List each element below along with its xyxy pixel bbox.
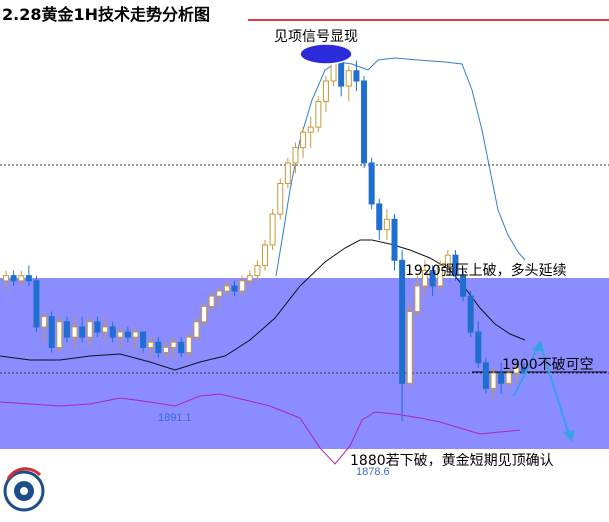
candle-body bbox=[361, 80, 368, 164]
candle-body bbox=[132, 331, 139, 338]
forecast-arrow-down-head bbox=[563, 430, 575, 442]
top-signal-label: 见项信号显现 bbox=[274, 29, 358, 45]
lower-zone-label: 1880若下破，黄金短期见顶确认 bbox=[350, 453, 554, 469]
forecast-arrow-up bbox=[513, 342, 541, 397]
candle-body bbox=[452, 254, 459, 277]
candle-body bbox=[18, 275, 25, 282]
candle-body bbox=[482, 362, 489, 389]
candle-body bbox=[307, 126, 314, 133]
candle-body bbox=[406, 311, 413, 384]
candle-body bbox=[10, 275, 17, 282]
brand-logo bbox=[0, 465, 160, 518]
upper-zone-label: 1920强压上破，多头延续 bbox=[405, 263, 567, 279]
candle-body bbox=[475, 331, 482, 364]
candle-body bbox=[345, 70, 352, 87]
candle-body bbox=[140, 331, 147, 348]
candle-body bbox=[79, 326, 86, 338]
candle-body bbox=[399, 259, 406, 384]
range-band bbox=[0, 278, 609, 449]
candle-body bbox=[315, 100, 322, 128]
candle-body bbox=[216, 290, 223, 297]
candle-body bbox=[48, 316, 55, 348]
candle-body bbox=[368, 162, 375, 205]
low-price-label-1878: 1878.6 bbox=[356, 466, 390, 478]
candle-body bbox=[239, 280, 246, 292]
logo-emblem-icon bbox=[3, 467, 45, 512]
candle-body bbox=[223, 285, 230, 292]
candle-body bbox=[41, 316, 48, 328]
candle-body bbox=[421, 270, 428, 287]
candle-body bbox=[86, 321, 93, 338]
bollinger-upper bbox=[275, 57, 526, 277]
candle-body bbox=[117, 331, 124, 338]
candle-body bbox=[498, 372, 505, 384]
candle-body bbox=[437, 264, 444, 287]
candle-body bbox=[63, 321, 70, 338]
candle-body bbox=[322, 80, 329, 102]
candle-body bbox=[338, 59, 345, 87]
candle-body bbox=[284, 162, 291, 184]
mid-level-label: 1900不破可空 bbox=[502, 357, 594, 373]
bollinger-lower bbox=[0, 393, 521, 465]
candle-body bbox=[178, 341, 185, 354]
chart-title: 2.28黄金1H技术走势分析图 bbox=[2, 5, 211, 24]
candle-body bbox=[246, 275, 253, 282]
candle-body bbox=[300, 131, 307, 149]
candle-body bbox=[162, 346, 169, 354]
candle-body bbox=[208, 295, 215, 307]
candle-body bbox=[414, 285, 421, 313]
candle-body bbox=[56, 321, 63, 348]
candle-body bbox=[3, 275, 9, 282]
candle-body bbox=[33, 280, 40, 328]
candle-body bbox=[383, 218, 390, 231]
candle-body bbox=[353, 70, 360, 82]
candle-body bbox=[71, 326, 78, 338]
candle-body bbox=[94, 321, 101, 333]
title-bar bbox=[0, 0, 609, 22]
low-price-label-1891: 1891.1 bbox=[158, 412, 192, 424]
candle-body bbox=[201, 305, 208, 323]
candle-body bbox=[292, 147, 299, 164]
candle-body bbox=[429, 270, 436, 287]
candle-body bbox=[444, 254, 451, 266]
candle-body bbox=[170, 341, 177, 348]
top-signal-marker bbox=[299, 43, 353, 65]
candle-body bbox=[467, 295, 474, 333]
forecast-arrow-down bbox=[539, 342, 571, 439]
candle-body bbox=[505, 372, 512, 384]
candle-body bbox=[277, 182, 284, 215]
candle-body bbox=[231, 285, 238, 292]
candle-body bbox=[490, 372, 497, 389]
candle-body bbox=[391, 218, 398, 261]
candle-body bbox=[460, 275, 467, 297]
candle-body bbox=[102, 326, 109, 333]
candle-body bbox=[109, 326, 116, 338]
candle-body bbox=[376, 203, 383, 231]
candle-body bbox=[147, 341, 154, 348]
candle-body bbox=[254, 264, 261, 277]
candle-body bbox=[124, 331, 131, 338]
candle-body bbox=[155, 341, 162, 354]
candle-body bbox=[262, 244, 268, 266]
candle-body bbox=[185, 336, 192, 354]
candle-body bbox=[269, 213, 276, 246]
candle-body bbox=[25, 275, 32, 282]
candle-body bbox=[513, 367, 520, 374]
candle-body bbox=[193, 321, 200, 338]
candlestick-series bbox=[3, 50, 527, 422]
